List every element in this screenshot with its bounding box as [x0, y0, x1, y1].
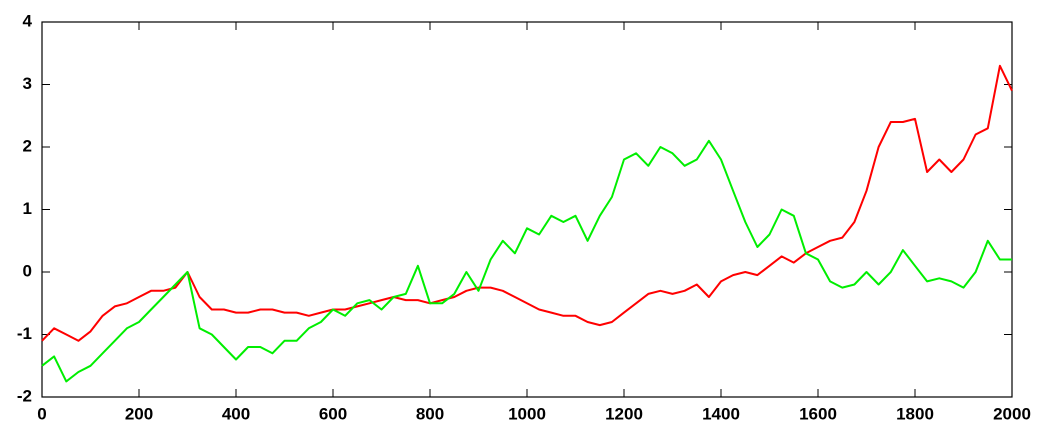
x-tick-label: 1800: [896, 404, 934, 423]
x-tick-label: 1000: [508, 404, 546, 423]
y-tick-label: 2: [23, 136, 32, 155]
plot-frame: [41, 21, 1013, 398]
y-tick-label: 1: [23, 199, 32, 218]
x-tick-label: 2000: [993, 404, 1031, 423]
y-tick-label: -2: [17, 386, 32, 405]
x-tick-label: 1200: [605, 404, 643, 423]
x-tick-label: 200: [125, 404, 153, 423]
x-tick-label: 600: [319, 404, 347, 423]
x-tick-label: 400: [222, 404, 250, 423]
data-line: [41, 64, 1013, 342]
y-tick-label: 4: [23, 11, 33, 30]
x-tick-label: 800: [416, 404, 444, 423]
y-tick-label: -1: [17, 324, 32, 343]
data-line: [41, 139, 1012, 383]
x-tick-label: 0: [37, 404, 46, 423]
x-tick-label: 1400: [702, 404, 740, 423]
x-tick-label: 1600: [799, 404, 837, 423]
y-tick-label: 3: [23, 74, 32, 93]
y-tick-label: 0: [23, 261, 32, 280]
